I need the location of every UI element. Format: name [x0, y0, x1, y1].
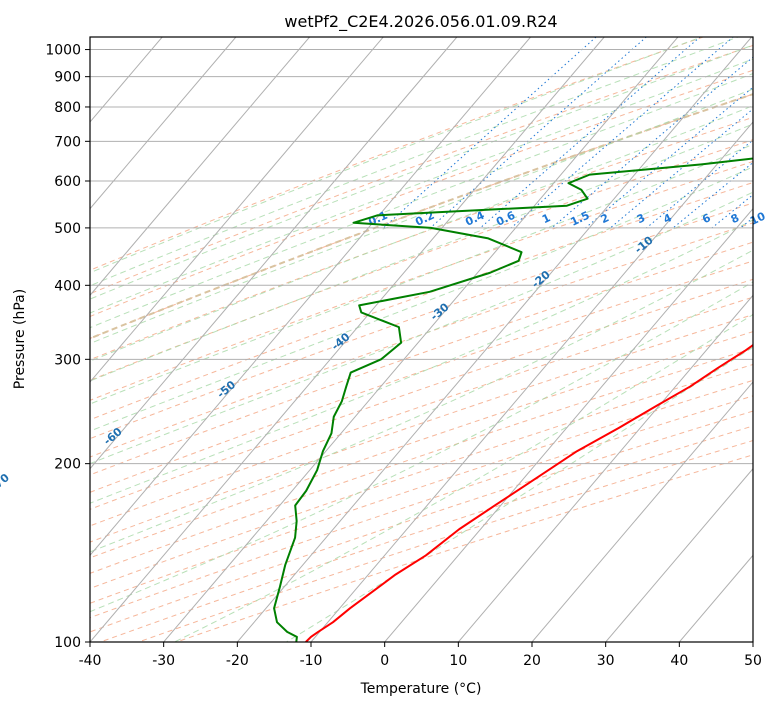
isotherm-line	[90, 37, 605, 642]
moist-adiabat-line	[90, 88, 753, 345]
dry-adiabat-line	[90, 44, 753, 295]
isotherm-line	[163, 37, 679, 642]
y-tick-label: 400	[54, 278, 81, 294]
plot-background	[90, 37, 753, 642]
dry-adiabat-line	[90, 278, 753, 510]
isotherm-line	[90, 37, 310, 297]
dry-adiabat-line	[90, 314, 753, 543]
background-lines	[90, 25, 775, 642]
moist-adiabat-line	[90, 123, 753, 382]
x-tick-label: 40	[670, 653, 688, 669]
moist-adiabat-line	[90, 58, 753, 314]
x-tick-label: 50	[744, 653, 762, 669]
dry-adiabat-line	[90, 379, 753, 604]
y-tick-label: 600	[54, 174, 81, 190]
isotherm-line	[310, 121, 753, 642]
x-tick-label: 20	[523, 653, 541, 669]
y-tick-label: 100	[54, 635, 81, 651]
chart-title: wetPf2_C2E4.2026.056.01.09.R24	[284, 12, 557, 32]
y-tick-label: 900	[54, 70, 81, 86]
moist-adiabat-line	[90, 37, 740, 287]
isotherm-line	[90, 37, 531, 557]
x-tick-label: -30	[152, 653, 175, 669]
dry-adiabat-line	[90, 160, 753, 401]
moist-adiabat-line	[90, 166, 753, 432]
x-tick-label: -40	[79, 653, 102, 669]
x-tick-label: 30	[597, 653, 615, 669]
axis-ticks: -40 -30 -20 -10 0 10 20 30 40 50 1000 900 800 700 600 5…	[45, 43, 762, 669]
y-tick-label: 1000	[45, 43, 81, 59]
isotherm-line	[236, 37, 752, 642]
x-tick-label: -10	[300, 653, 323, 669]
data-series	[273, 157, 753, 642]
isotherm-line	[605, 467, 753, 642]
x-tick-label: -20	[226, 653, 249, 669]
isotherm-line	[384, 207, 753, 642]
isotherm-line	[531, 381, 753, 642]
y-tick-label: 800	[54, 100, 81, 116]
y-tick-label: 500	[54, 221, 81, 237]
isotherm-line	[752, 641, 753, 642]
x-tick-label: 0	[380, 653, 389, 669]
x-axis-label: Temperature (°C)	[360, 681, 482, 697]
y-tick-label: 700	[54, 134, 81, 150]
isotherm-value-label: -70	[0, 471, 12, 494]
y-tick-label: 200	[54, 457, 81, 473]
isotherm-line	[90, 37, 237, 210]
isotherm-line	[457, 294, 753, 642]
y-tick-label: 300	[54, 352, 81, 368]
dewpoint-profile-line	[273, 157, 753, 642]
moist-adiabat-line	[90, 191, 753, 465]
y-axis-label: Pressure (hPa)	[12, 289, 28, 389]
isotherm-line	[90, 37, 384, 383]
plot-frame	[89, 36, 754, 643]
dry-adiabat-line	[90, 331, 753, 559]
dry-adiabat-line	[90, 202, 753, 440]
isotherm-line	[90, 37, 458, 470]
temperature-profile-line	[305, 343, 753, 642]
moist-adiabat-line	[90, 281, 753, 613]
x-tick-label: 10	[449, 653, 467, 669]
mixing-ratio-line	[763, 25, 775, 228]
dry-adiabat-line	[90, 222, 753, 458]
dry-adiabat-line	[90, 260, 753, 493]
moist-adiabat-line	[90, 105, 753, 362]
